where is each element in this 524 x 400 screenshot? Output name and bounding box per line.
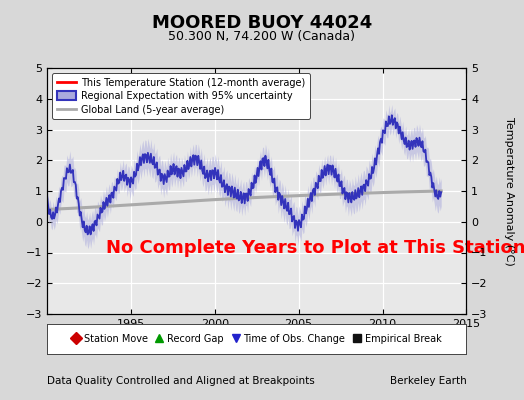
Text: Berkeley Earth: Berkeley Earth [390,376,466,386]
Text: 50.300 N, 74.200 W (Canada): 50.300 N, 74.200 W (Canada) [169,30,355,43]
Legend: This Temperature Station (12-month average), Regional Expectation with 95% uncer: This Temperature Station (12-month avera… [52,73,310,119]
Text: No Complete Years to Plot at This Station: No Complete Years to Plot at This Statio… [106,238,524,256]
Text: Data Quality Controlled and Aligned at Breakpoints: Data Quality Controlled and Aligned at B… [47,376,315,386]
Text: MOORED BUOY 44024: MOORED BUOY 44024 [152,14,372,32]
Legend: Station Move, Record Gap, Time of Obs. Change, Empirical Break: Station Move, Record Gap, Time of Obs. C… [68,330,445,348]
Y-axis label: Temperature Anomaly (°C): Temperature Anomaly (°C) [505,117,515,265]
